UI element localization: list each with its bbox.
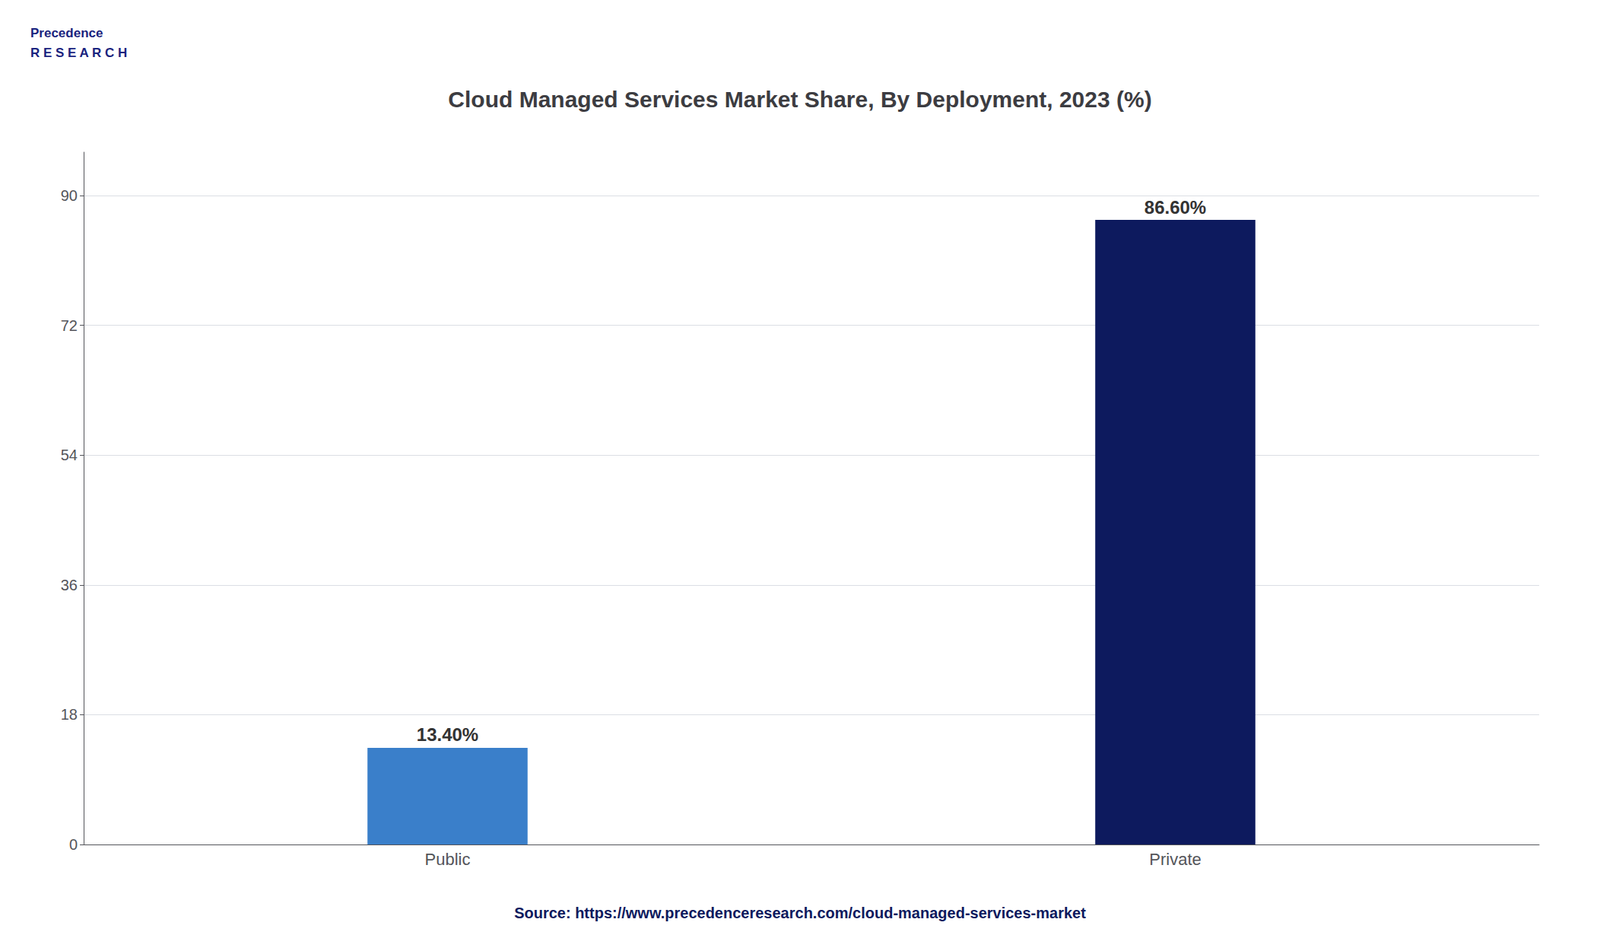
svg-text:Public: Public xyxy=(425,849,471,869)
svg-text:72: 72 xyxy=(60,317,78,334)
svg-text:0: 0 xyxy=(69,835,78,853)
svg-text:Source: https://www.precedence: Source: https://www.precedenceresearch.c… xyxy=(514,904,1086,921)
svg-text:R E S E A R C H: R E S E A R C H xyxy=(30,45,127,61)
svg-text:Private: Private xyxy=(1149,849,1201,869)
svg-text:18: 18 xyxy=(60,705,78,723)
svg-text:Cloud Managed Services Market: Cloud Managed Services Market Share, By … xyxy=(447,86,1152,112)
svg-text:Precedence: Precedence xyxy=(30,25,103,41)
svg-text:13.40%: 13.40% xyxy=(416,723,479,745)
svg-text:86.60%: 86.60% xyxy=(1144,196,1207,218)
svg-text:54: 54 xyxy=(60,446,78,464)
svg-text:36: 36 xyxy=(60,576,78,594)
svg-text:90: 90 xyxy=(60,187,78,204)
